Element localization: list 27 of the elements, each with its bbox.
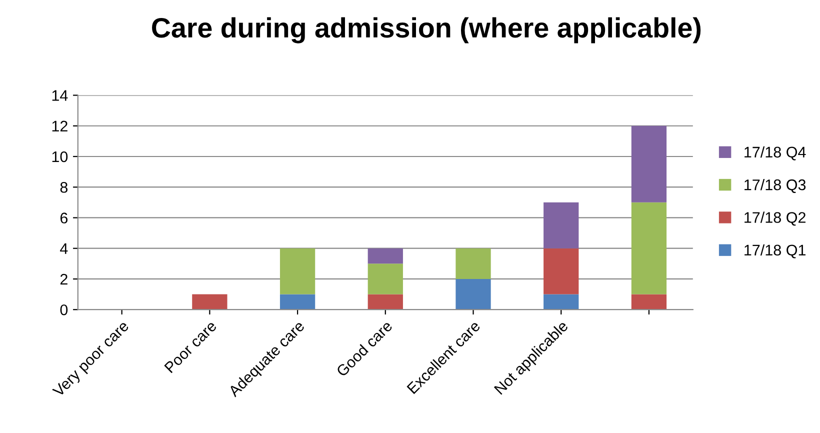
bar xyxy=(192,294,228,310)
legend-label: 17/18 Q3 xyxy=(744,179,806,193)
bar xyxy=(544,202,579,248)
bar xyxy=(544,248,579,294)
bar xyxy=(368,248,403,264)
legend-label: 17/18 Q1 xyxy=(744,244,806,258)
bar xyxy=(456,278,491,310)
legend-label: 17/18 Q2 xyxy=(744,212,806,226)
bar xyxy=(456,248,491,279)
bar xyxy=(280,248,316,294)
y-tick-label: 8 xyxy=(60,182,68,193)
y-tick-label: 10 xyxy=(52,151,68,162)
legend-label: 17/18 Q4 xyxy=(744,146,806,160)
bar xyxy=(280,294,316,310)
y-tick-label: 14 xyxy=(52,90,68,101)
bar xyxy=(631,126,667,202)
bar xyxy=(368,264,403,294)
bar xyxy=(631,294,667,310)
y-tick-label: 2 xyxy=(60,274,68,285)
bar xyxy=(368,294,403,310)
bar xyxy=(631,202,667,294)
y-tick-label: 4 xyxy=(60,243,68,254)
chart-title: Care during admission (where applicable) xyxy=(152,17,701,44)
bar xyxy=(544,294,579,310)
y-tick-label: 12 xyxy=(52,120,68,132)
y-tick-label: 6 xyxy=(60,212,68,224)
y-tick-label: 0 xyxy=(60,304,68,316)
